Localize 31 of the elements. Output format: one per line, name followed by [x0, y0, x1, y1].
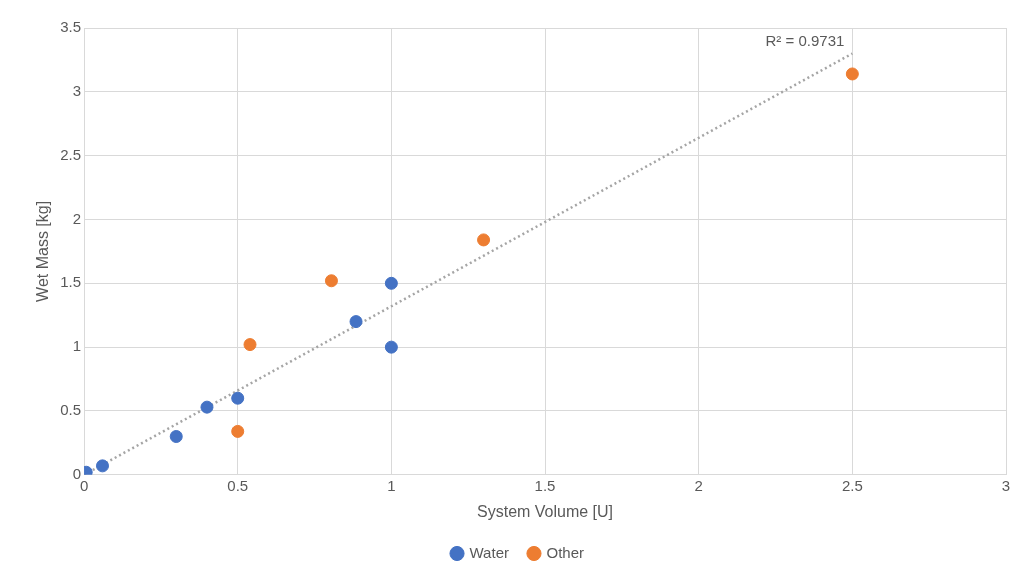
y-axis-title: Wet Mass [kg]: [34, 200, 52, 302]
point: [384, 276, 398, 290]
x-tick-label: 2.5: [841, 476, 863, 494]
y-tick-label: 0: [72, 464, 82, 482]
point: [477, 233, 491, 247]
point: [845, 67, 859, 81]
y-tick-label: 3: [72, 81, 82, 99]
legend-label: Water: [469, 543, 509, 561]
point: [231, 424, 245, 438]
y-tick-label: 3.5: [60, 18, 82, 36]
x-tick-label: 0.5: [227, 476, 249, 494]
y-tick-label: 2: [72, 209, 82, 227]
y-tick-label: 2.5: [60, 145, 82, 163]
y-tick-label: 1.5: [60, 273, 82, 291]
point: [231, 391, 245, 405]
point: [324, 274, 338, 288]
y-tick-label: 1: [72, 337, 82, 355]
point: [95, 459, 109, 473]
legend-label: Other: [546, 543, 584, 561]
point: [200, 400, 214, 414]
y-tick-label: 0.5: [60, 401, 82, 419]
x-tick-label: 1: [387, 476, 396, 494]
point: [243, 338, 257, 352]
point: [169, 430, 183, 443]
point: [349, 315, 363, 329]
x-tick-label: 2: [694, 476, 703, 494]
annotation: R² = 0.9731: [765, 32, 845, 50]
point: [384, 340, 398, 354]
x-tick-label: 1.5: [534, 476, 556, 494]
x-axis-title: System Volume [U]: [477, 502, 614, 520]
x-tick-label: 3: [1001, 476, 1011, 494]
